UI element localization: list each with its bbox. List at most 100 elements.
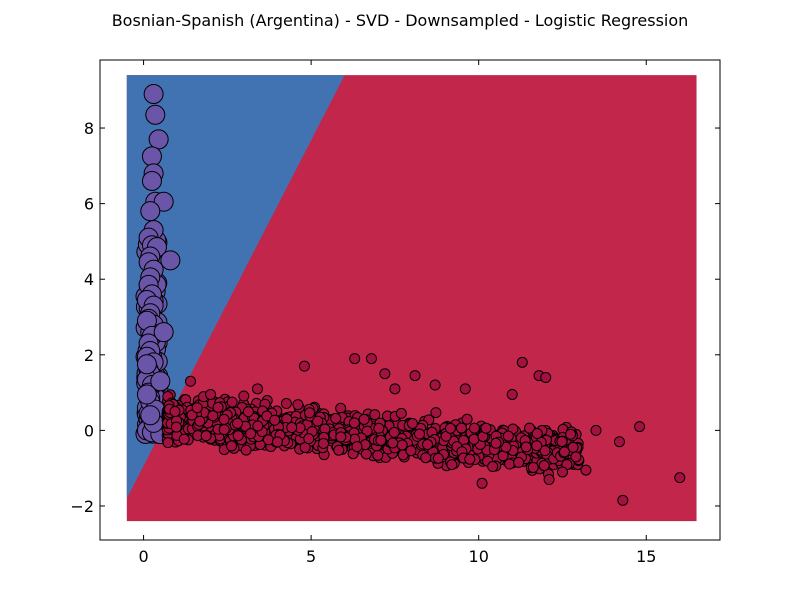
point-b [330, 412, 342, 424]
point-b [365, 353, 377, 365]
point-b [280, 398, 292, 410]
point-b [531, 428, 543, 440]
series-a-points [135, 84, 181, 445]
point-b [226, 440, 238, 452]
point-b [360, 448, 372, 460]
point-b [252, 420, 264, 432]
point-b [351, 441, 363, 453]
point-b [292, 399, 304, 411]
point-b [169, 406, 181, 418]
point-b [245, 428, 257, 440]
point-b [170, 421, 182, 433]
point-b [468, 422, 480, 434]
x-tick-label: 5 [306, 547, 316, 566]
point-b [516, 356, 528, 368]
point-b [590, 424, 602, 436]
point-b [543, 474, 555, 486]
point-b [207, 410, 219, 422]
y-tick-label: −2 [70, 497, 94, 516]
point-b [468, 433, 480, 445]
point-b [298, 360, 310, 372]
point-b [540, 371, 552, 383]
point-b [226, 396, 238, 408]
point-b [556, 466, 568, 478]
point-b [240, 444, 252, 456]
point-b [459, 383, 471, 395]
point-a [160, 250, 181, 271]
point-b [375, 434, 387, 446]
point-b [444, 422, 456, 434]
point-b [538, 460, 550, 472]
chart-title: Bosnian-Spanish (Argentina) - SVD - Down… [112, 11, 689, 30]
x-axis: 0 5 10 15 [138, 60, 656, 566]
point-b [395, 407, 407, 419]
point-b [504, 458, 516, 470]
point-b [513, 456, 525, 468]
point-a [136, 384, 157, 405]
point-b [218, 413, 230, 425]
point-b [271, 436, 283, 448]
point-a [150, 371, 171, 392]
point-b [446, 459, 458, 471]
point-a [148, 129, 169, 150]
point-b [387, 437, 399, 449]
point-b [349, 353, 361, 365]
point-b [430, 407, 442, 419]
point-b [242, 406, 254, 418]
y-tick-label: 8 [84, 119, 94, 138]
point-a [141, 146, 162, 167]
point-a [145, 104, 166, 125]
x-tick-label: 15 [636, 547, 656, 566]
point-b [506, 388, 518, 400]
point-b [500, 441, 512, 453]
point-b [476, 477, 488, 489]
point-b [304, 407, 316, 419]
series-b-points [161, 353, 686, 506]
y-axis: −2 0 2 4 6 8 [70, 119, 720, 516]
point-b [490, 437, 502, 449]
point-b [369, 409, 381, 421]
point-b [617, 494, 629, 506]
point-b [613, 436, 625, 448]
point-b [429, 379, 441, 391]
point-b [212, 401, 224, 413]
point-b [455, 422, 467, 434]
point-b [432, 452, 444, 464]
point-b [232, 417, 244, 429]
point-b [335, 402, 347, 414]
point-b [406, 417, 418, 429]
y-tick-label: 4 [84, 270, 94, 289]
point-b [580, 464, 592, 476]
point-b [335, 431, 347, 443]
y-tick-label: 2 [84, 346, 94, 365]
point-b [178, 433, 190, 445]
point-a [140, 201, 161, 222]
point-b [191, 402, 203, 414]
point-b [333, 444, 345, 456]
x-tick-label: 0 [138, 547, 148, 566]
point-b [420, 452, 432, 464]
point-a [141, 170, 162, 191]
point-b [200, 430, 212, 442]
plot-frame [99, 59, 721, 541]
point-b [558, 446, 570, 458]
point-a [153, 322, 174, 343]
point-b [464, 453, 476, 465]
point-b [205, 388, 217, 400]
point-b [389, 383, 401, 395]
point-b [372, 449, 384, 461]
x-tick-label: 10 [469, 547, 489, 566]
point-a [140, 405, 161, 426]
point-b [570, 451, 582, 463]
point-b [194, 415, 206, 427]
point-b [502, 430, 514, 442]
point-b [527, 461, 539, 473]
point-b [409, 370, 421, 382]
point-b [232, 430, 244, 442]
point-b [396, 439, 408, 451]
point-b [218, 424, 230, 436]
point-a [136, 354, 157, 375]
point-b [405, 445, 417, 457]
y-tick-label: 6 [84, 195, 94, 214]
point-b [303, 433, 315, 445]
